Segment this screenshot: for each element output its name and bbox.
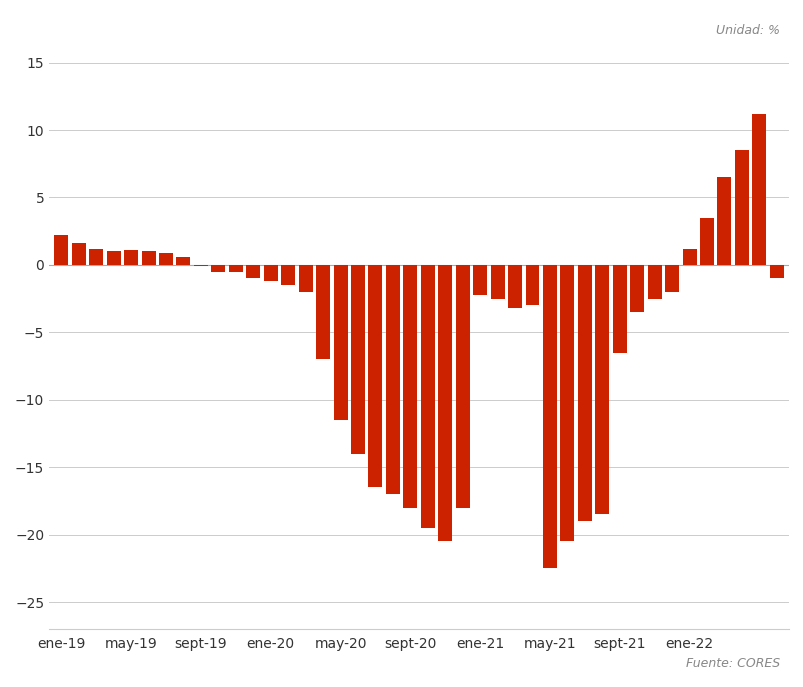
Bar [385,265,399,494]
Bar [141,251,155,265]
Bar [472,265,487,295]
Bar [211,265,225,271]
Bar [281,265,295,285]
Bar [420,265,434,528]
Bar [647,265,661,299]
Bar [298,265,312,292]
Bar [630,265,643,312]
Bar [107,251,120,265]
Bar [194,265,208,267]
Bar [594,265,609,515]
Bar [229,265,243,271]
Bar [507,265,521,308]
Bar [577,265,591,521]
Bar [682,249,695,265]
Bar [768,265,783,278]
Bar [716,177,731,265]
Bar [71,243,86,265]
Bar [438,265,451,541]
Bar [664,265,679,292]
Bar [560,265,573,541]
Text: Unidad: %: Unidad: % [715,24,779,37]
Text: Fuente: CORES: Fuente: CORES [685,657,779,670]
Bar [351,265,365,453]
Bar [612,265,626,352]
Bar [542,265,556,568]
Bar [490,265,504,299]
Bar [333,265,347,420]
Bar [403,265,417,508]
Bar [263,265,277,281]
Bar [699,218,713,265]
Bar [246,265,260,278]
Bar [177,257,190,265]
Bar [124,250,138,265]
Bar [89,249,103,265]
Bar [734,150,748,265]
Bar [368,265,382,488]
Bar [525,265,539,305]
Bar [159,253,173,265]
Bar [455,265,469,508]
Bar [55,235,68,265]
Bar [316,265,330,359]
Bar [752,114,765,265]
